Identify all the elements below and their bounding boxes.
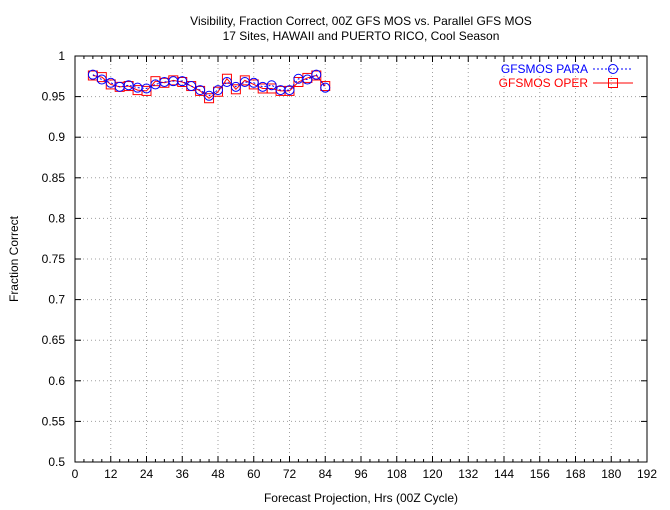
series-line-gfsmos-para <box>92 74 326 97</box>
y-tick-label: 0.65 <box>42 333 66 347</box>
axis-layer: 0 12 24 36 48 60 72 84 96 108 120 132 144 156 168 180 19… <box>42 49 658 481</box>
x-tick-label: 180 <box>601 467 621 481</box>
y-tick-label: 0.9 <box>48 130 65 144</box>
y-tick-label: 1 <box>58 49 65 63</box>
legend-label: GFSMOS OPER <box>499 76 589 90</box>
y-tick-label: 0.5 <box>48 455 65 469</box>
chart-title: Visibility, Fraction Correct, 00Z GFS MO… <box>190 14 532 28</box>
y-tick-label: 0.7 <box>48 293 65 307</box>
data-point-gfsmos-para <box>320 82 331 93</box>
series-layer <box>87 69 331 104</box>
data-point-gfsmos-para <box>96 74 107 85</box>
x-tick-label: 168 <box>565 467 585 481</box>
data-point-gfsmos-para <box>87 69 98 80</box>
data-point-gfsmos-para <box>284 85 295 96</box>
legend-marker <box>608 78 618 88</box>
y-tick-label: 0.55 <box>42 414 66 428</box>
data-point-gfsmos-para <box>302 74 313 85</box>
data-point-gfsmos-para <box>132 82 143 93</box>
x-axis-label: Forecast Projection, Hrs (00Z Cycle) <box>264 491 458 505</box>
x-tick-label: 12 <box>104 467 118 481</box>
data-point-gfsmos-para <box>204 90 215 101</box>
legend-label: GFSMOS PARA <box>501 62 588 76</box>
data-point-gfsmos-oper <box>204 93 215 104</box>
data-point-gfsmos-oper <box>230 84 241 95</box>
legend-item-gfsmos-oper: GFSMOS OPER <box>499 76 633 90</box>
y-tick-label: 0.6 <box>48 374 65 388</box>
x-tick-label: 192 <box>637 467 657 481</box>
y-tick-label: 0.75 <box>42 252 66 266</box>
x-tick-label: 96 <box>354 467 368 481</box>
data-point-gfsmos-para <box>186 81 197 92</box>
data-point-gfsmos-oper <box>221 73 232 84</box>
x-tick-label: 120 <box>422 467 442 481</box>
data-point-gfsmos-para <box>213 85 223 96</box>
chart-subtitle: 17 Sites, HAWAII and PUERTO RICO, Cool S… <box>223 29 500 43</box>
data-point-gfsmos-oper <box>141 85 152 96</box>
data-point-gfsmos-para <box>123 80 134 91</box>
x-tick-label: 24 <box>140 467 154 481</box>
legend-marker <box>608 64 618 74</box>
x-tick-label: 144 <box>494 467 514 481</box>
data-point-gfsmos-para <box>150 79 161 90</box>
x-tick-label: 132 <box>458 467 478 481</box>
x-tick-label: 0 <box>72 467 79 481</box>
series-line-gfsmos-oper <box>92 74 326 99</box>
data-point-gfsmos-para <box>311 69 322 80</box>
y-tick-label: 0.85 <box>42 171 66 185</box>
data-point-gfsmos-para <box>105 77 116 88</box>
y-tick-label: 0.95 <box>42 90 66 104</box>
series-gfsmos-para <box>87 69 331 101</box>
x-tick-label: 48 <box>211 467 225 481</box>
data-point-gfsmos-para <box>195 85 206 96</box>
x-tick-label: 36 <box>176 467 190 481</box>
data-point-gfsmos-para <box>141 83 152 94</box>
data-point-gfsmos-para <box>177 76 188 87</box>
data-point-gfsmos-para <box>230 81 241 92</box>
x-tick-label: 108 <box>387 467 407 481</box>
data-point-gfsmos-para <box>266 80 277 91</box>
x-tick-label: 84 <box>319 467 333 481</box>
x-tick-label: 156 <box>530 467 550 481</box>
legend-item-gfsmos-para: GFSMOS PARA <box>501 62 633 76</box>
y-tick-label: 0.8 <box>48 211 65 225</box>
x-tick-label: 72 <box>283 467 297 481</box>
data-point-gfsmos-para <box>248 77 259 88</box>
grid-layer <box>75 56 647 462</box>
y-axis-label: Fraction Correct <box>7 215 21 302</box>
x-tick-label: 60 <box>247 467 261 481</box>
data-point-gfsmos-para <box>221 76 232 87</box>
